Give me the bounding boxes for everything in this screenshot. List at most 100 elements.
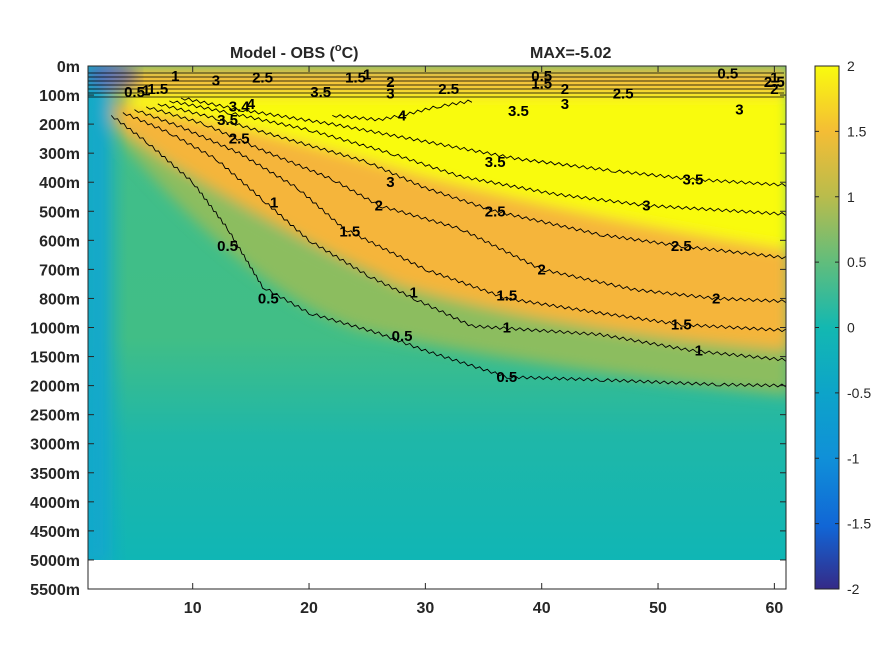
x-tick-label: 40 — [533, 600, 551, 617]
colorbar-tick-label: 2 — [847, 58, 855, 74]
contour-label: 2.5 — [438, 81, 459, 98]
contour-label: 1 — [363, 67, 371, 84]
contour-label: 2 — [712, 290, 720, 307]
contour-line-surface — [88, 86, 784, 90]
chart-title: Model - OBS (oC) — [230, 42, 359, 62]
contour-line — [332, 99, 473, 122]
colorbar-tick-label: -1.5 — [847, 516, 871, 532]
contour-label: 3 — [386, 174, 394, 191]
contour-label: 1 — [171, 68, 179, 85]
contour-line-surface — [88, 82, 784, 86]
y-tick-label: 200m — [39, 117, 80, 134]
contour-label: 1.5 — [671, 317, 692, 334]
no-data-region — [88, 560, 786, 589]
y-tick-label: 500m — [39, 204, 80, 221]
contour-line — [134, 109, 786, 333]
contour-label: 0.5 — [124, 84, 145, 101]
contour-line-surface — [88, 90, 784, 94]
colorbar-tick-label: 1.5 — [847, 123, 867, 139]
contour-lines — [88, 70, 786, 388]
contour-label: 0.5 — [717, 65, 738, 82]
colorbar: 2 1.5 1 0.5 0 -0.5 -1 -1.5 -2 — [814, 58, 871, 597]
contour-line-surface — [88, 94, 784, 98]
y-tick-label: 2500m — [30, 408, 80, 425]
colorbar-ticks: 2 1.5 1 0.5 0 -0.5 -1 -1.5 -2 — [815, 58, 871, 597]
contour-label: 2.5 — [485, 203, 506, 220]
contour-label: 3 — [386, 86, 394, 103]
colorbar-tick-label: -0.5 — [847, 385, 871, 401]
contour-label: 1 — [770, 70, 778, 87]
y-tick-label: 0m — [57, 59, 80, 76]
y-tick-label: 2000m — [30, 379, 80, 396]
contour-line — [110, 115, 786, 388]
contour-label: 1.5 — [147, 81, 168, 98]
contour-label: 2.5 — [671, 238, 692, 255]
contour-label: 1 — [695, 343, 703, 360]
contour-label: 4 — [247, 96, 256, 113]
contour-label: 3 — [561, 96, 569, 113]
contour-label: 1.5 — [531, 75, 552, 92]
y-axis: 0m 100m 200m 300m 400m 500m 600m 700m 800m 1000m 1… — [30, 59, 786, 599]
contour-label: 3 — [735, 102, 743, 119]
colorbar-tick-label: -2 — [847, 581, 860, 597]
x-tick-label: 10 — [184, 600, 202, 617]
contour-label: 3.5 — [217, 112, 238, 129]
y-tick-label: 1000m — [30, 321, 80, 338]
y-tick-label: 300m — [39, 146, 80, 163]
y-tick-label: 4000m — [30, 495, 80, 512]
y-tick-label: 400m — [39, 175, 80, 192]
contour-label: 0.5 — [258, 290, 279, 307]
max-annotation: MAX=-5.02 — [530, 45, 611, 62]
contour-line — [122, 112, 786, 362]
contour-label: 1 — [410, 285, 418, 302]
contour-label: 2.5 — [613, 86, 634, 103]
y-tick-label: 700m — [39, 262, 80, 279]
x-axis: 10 20 30 40 50 60 — [184, 66, 783, 617]
contour-label: 2 — [386, 74, 394, 91]
contour-label: 2 — [561, 81, 569, 98]
contour-label: 3.5 — [310, 84, 331, 101]
contour-labels: 0.511.51 3 2.5 1.51 233.5 2.53.540.51.5 232.50… — [124, 65, 785, 386]
contour-label: 1.5 — [496, 288, 517, 305]
x-tick-label: 30 — [416, 600, 434, 617]
colorbar-tick-label: 1 — [847, 189, 855, 205]
contour-line — [169, 100, 786, 216]
contour-label: 3 — [642, 197, 650, 214]
contour-label: 0.5 — [531, 68, 552, 85]
heatmap-field — [88, 66, 786, 560]
y-tick-label: 3000m — [30, 437, 80, 454]
x-tick-label: 60 — [765, 600, 783, 617]
contour-line — [157, 103, 786, 260]
contour-label: 3.5 — [508, 103, 529, 120]
contour-label: 0.5 — [392, 328, 413, 345]
contour-label: 3.4 — [229, 99, 251, 116]
y-tick-label: 5500m — [30, 582, 80, 599]
y-tick-label: 600m — [39, 233, 80, 250]
contour-label: 2 — [538, 261, 546, 278]
contour-line — [145, 106, 786, 304]
contour-label: 2.5 — [229, 131, 250, 148]
contour-label: 3 — [212, 73, 220, 90]
contour-label: 1 — [270, 195, 278, 212]
contour-label: 1.5 — [339, 224, 360, 241]
contour-line — [180, 97, 786, 187]
contour-label: 1 — [142, 83, 150, 100]
colorbar-tick-label: 0.5 — [847, 254, 867, 270]
contour-label: 2.5 — [764, 74, 785, 91]
contour-label: 1.5 — [345, 70, 366, 87]
y-tick-label: 1500m — [30, 350, 80, 367]
contour-label: 4 — [398, 107, 407, 124]
contour-label: 0.5 — [217, 238, 238, 255]
contour-line-surface — [88, 78, 784, 82]
y-tick-label: 5000m — [30, 553, 80, 570]
contour-label: 1 — [503, 320, 511, 337]
y-tick-label: 4500m — [30, 524, 80, 541]
colorbar-tick-label: -1 — [847, 450, 860, 466]
contour-line-surface — [88, 74, 784, 78]
contour-label: 3.5 — [485, 154, 506, 171]
contour-label: 2 — [770, 81, 778, 98]
y-tick-label: 100m — [39, 88, 80, 105]
x-tick-label: 20 — [300, 600, 318, 617]
contour-label: 3.5 — [683, 171, 704, 188]
